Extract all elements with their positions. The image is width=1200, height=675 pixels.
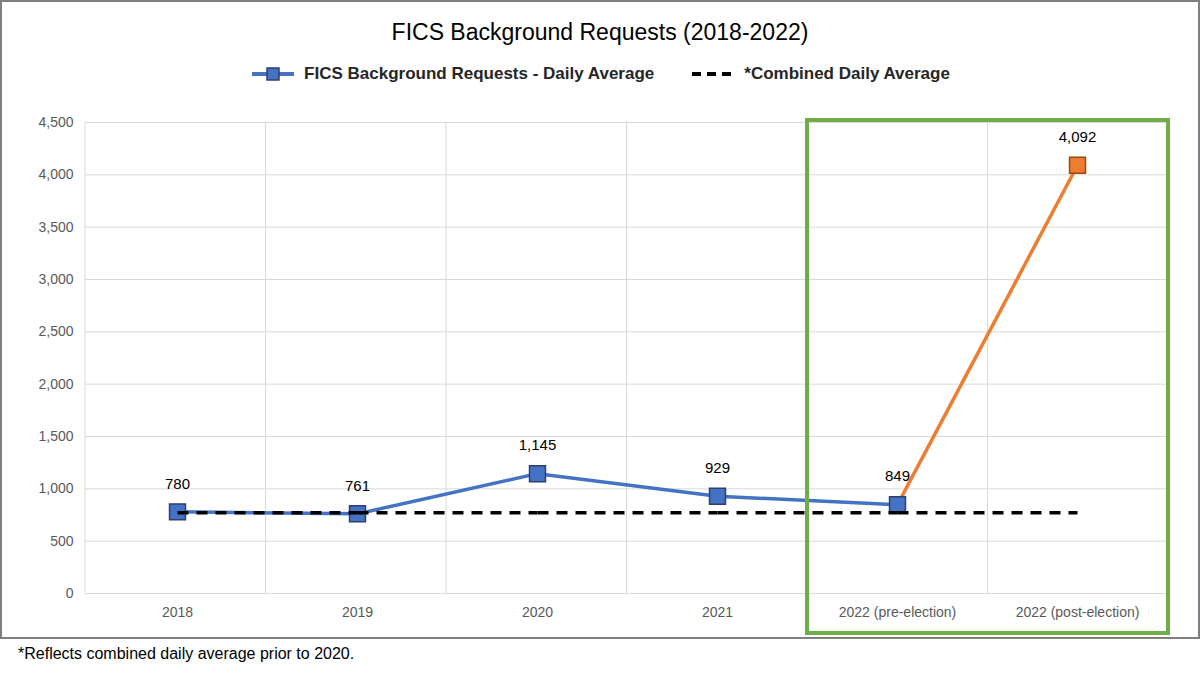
svg-text:4,000: 4,000 bbox=[38, 166, 73, 182]
svg-text:4,500: 4,500 bbox=[38, 114, 73, 130]
svg-text:4,092: 4,092 bbox=[1059, 128, 1097, 145]
svg-text:2022 (pre-election): 2022 (pre-election) bbox=[839, 604, 957, 620]
svg-text:2,500: 2,500 bbox=[38, 323, 73, 339]
svg-text:3,000: 3,000 bbox=[38, 271, 73, 287]
svg-text:2022 (post-election): 2022 (post-election) bbox=[1016, 604, 1140, 620]
svg-text:500: 500 bbox=[50, 533, 74, 549]
svg-text:761: 761 bbox=[345, 477, 370, 494]
svg-text:2020: 2020 bbox=[522, 604, 553, 620]
html-text:FICS Background Requests - Dai: FICS Background Requests - Daily Average bbox=[304, 64, 655, 83]
svg-text:1,500: 1,500 bbox=[38, 428, 73, 444]
svg-text:1,000: 1,000 bbox=[38, 480, 73, 496]
svg-text:780: 780 bbox=[165, 475, 190, 492]
svg-text:2,000: 2,000 bbox=[38, 376, 73, 392]
svg-text:929: 929 bbox=[705, 459, 730, 476]
svg-text:1,145: 1,145 bbox=[519, 436, 557, 453]
html-text:*Combined Daily Average: *Combined Daily Average bbox=[744, 64, 950, 83]
svg-text:849: 849 bbox=[885, 467, 910, 484]
html-text:*Reflects combined daily avera: *Reflects combined daily average prior t… bbox=[18, 645, 355, 662]
svg-text:2019: 2019 bbox=[342, 604, 373, 620]
svg-text:2018: 2018 bbox=[162, 604, 193, 620]
svg-text:2021: 2021 bbox=[702, 604, 733, 620]
svg-text:3,500: 3,500 bbox=[38, 219, 73, 235]
svg-text:0: 0 bbox=[66, 585, 74, 601]
html-text:FICS Background Requests (2018: FICS Background Requests (2018-2022) bbox=[391, 19, 809, 45]
